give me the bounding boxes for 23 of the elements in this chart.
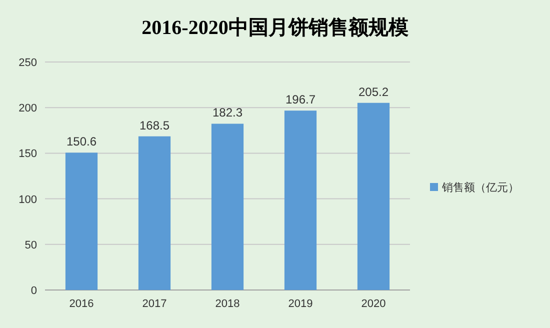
y-tick-label: 100 <box>18 194 37 206</box>
x-tick-label: 2020 <box>361 298 386 310</box>
y-tick-label: 50 <box>24 239 37 252</box>
x-tick-label: 2019 <box>288 298 313 310</box>
bar <box>284 110 317 290</box>
bar <box>357 102 390 290</box>
legend-label: 销售额（亿元） <box>441 181 519 194</box>
y-tick-label: 150 <box>18 148 37 160</box>
data-label: 150.6 <box>66 134 97 149</box>
data-label: 182.3 <box>212 106 243 120</box>
x-tick-label: 2017 <box>142 298 167 310</box>
data-label: 196.7 <box>285 92 316 107</box>
data-label: 168.5 <box>139 118 170 132</box>
y-tick-label: 0 <box>30 285 37 297</box>
x-tick-label: 2018 <box>215 298 240 310</box>
y-tick-label: 250 <box>18 57 37 69</box>
bar <box>65 152 98 290</box>
bar <box>211 124 244 290</box>
bar <box>138 136 171 290</box>
data-label: 205.2 <box>358 84 389 99</box>
y-tick-label: 200 <box>18 102 37 115</box>
chart-title: 2016-2020中国月饼销售额规模 <box>142 16 408 39</box>
x-tick-label: 2016 <box>69 298 94 310</box>
